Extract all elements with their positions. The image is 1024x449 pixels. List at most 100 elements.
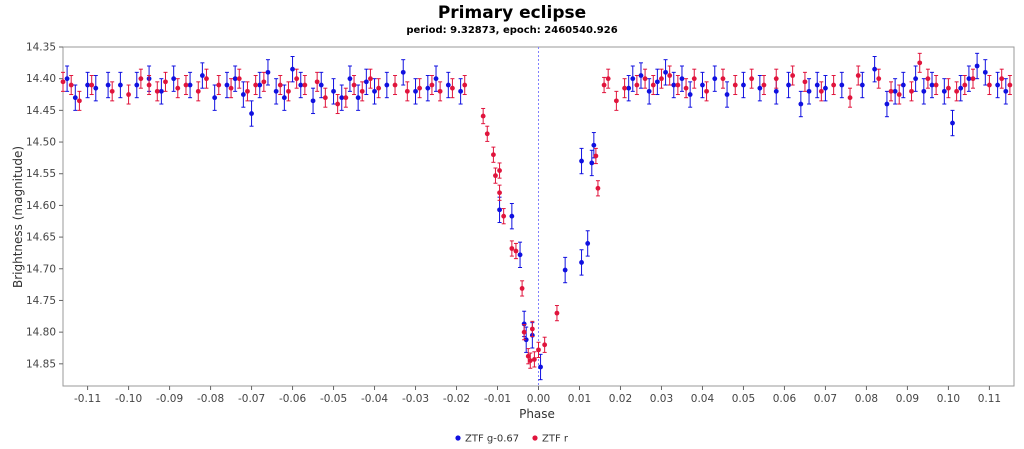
x-tick-label: -0.10 [115, 393, 142, 405]
point-marker [501, 213, 507, 219]
point-marker [995, 82, 1001, 88]
data-point [790, 65, 796, 86]
point-marker [704, 88, 709, 94]
data-point [400, 59, 406, 86]
point-marker [68, 82, 74, 88]
x-tick-label: 0.07 [814, 393, 837, 405]
data-point [517, 241, 523, 269]
point-marker [257, 82, 263, 88]
data-point [68, 75, 74, 96]
point-marker [224, 82, 230, 88]
data-point [683, 78, 689, 99]
point-marker [195, 88, 201, 94]
chart-subtitle: period: 9.32873, epoch: 2460540.926 [406, 25, 617, 36]
data-point [536, 341, 541, 358]
data-point [187, 71, 193, 99]
x-tick-label: -0.03 [402, 393, 429, 405]
x-tick-label: -0.08 [197, 393, 224, 405]
point-marker [896, 92, 902, 97]
x-tick-label: 0.00 [527, 393, 550, 405]
point-marker [970, 76, 976, 82]
point-marker [595, 185, 601, 191]
data-point [704, 81, 709, 102]
data-point [579, 147, 584, 175]
point-marker [368, 76, 373, 82]
data-point [654, 68, 660, 96]
point-marker [650, 82, 656, 88]
point-marker [497, 190, 502, 196]
data-point [527, 352, 533, 369]
data-point [450, 78, 455, 99]
data-point [281, 84, 287, 111]
y-tick-label: 14.45 [26, 105, 56, 117]
point-marker [171, 76, 177, 82]
point-marker [917, 60, 923, 66]
point-marker [855, 73, 861, 78]
point-marker [134, 82, 140, 88]
data-point [562, 256, 568, 284]
data-point [712, 65, 718, 92]
point-marker [445, 82, 451, 88]
point-marker [281, 95, 287, 101]
point-marker [593, 153, 599, 159]
legend-label: ZTF r [542, 434, 569, 445]
x-tick-label: 0.01 [568, 393, 591, 405]
point-marker [525, 353, 531, 359]
point-marker [659, 76, 664, 82]
point-marker [425, 85, 431, 91]
point-marker [671, 82, 677, 88]
data-point [261, 71, 267, 92]
point-marker [954, 88, 960, 94]
data-point [605, 68, 611, 89]
point-marker [392, 82, 398, 88]
data-point [542, 336, 548, 353]
data-point [109, 81, 115, 102]
point-marker [433, 76, 439, 82]
point-marker [527, 358, 533, 364]
point-marker [261, 79, 267, 85]
point-marker [413, 88, 418, 94]
point-marker [339, 95, 345, 101]
x-tick-label: 0.05 [732, 393, 755, 405]
data-point [322, 87, 328, 108]
data-point [384, 71, 390, 99]
chart-title: Primary eclipse [438, 3, 586, 23]
data-point [158, 78, 164, 105]
point-marker [363, 79, 369, 85]
point-marker [236, 76, 242, 82]
x-tick-label: 0.06 [773, 393, 797, 405]
data-point [343, 87, 349, 108]
data-point [642, 68, 648, 89]
point-marker [72, 95, 78, 101]
data-point [884, 90, 890, 118]
data-point [433, 65, 439, 92]
point-marker [204, 76, 209, 82]
point-marker [199, 73, 205, 78]
point-marker [554, 310, 560, 316]
point-marker [509, 246, 515, 251]
data-point [351, 75, 357, 96]
point-marker [532, 356, 537, 362]
data-point [171, 65, 177, 92]
data-point [204, 68, 209, 89]
data-point [950, 109, 955, 137]
data-point [896, 84, 902, 105]
legend: ZTF g-0.67 ZTF r [455, 434, 569, 445]
data-point [318, 71, 324, 99]
data-point [691, 68, 697, 89]
point-marker [542, 342, 548, 348]
x-tick-label: -0.01 [484, 393, 511, 405]
data-point [786, 71, 791, 99]
point-marker [712, 76, 718, 82]
data-point [310, 87, 316, 115]
point-marker [798, 101, 804, 107]
data-point [347, 65, 353, 92]
data-point [720, 68, 726, 89]
point-marker [579, 260, 584, 265]
data-point [974, 52, 980, 80]
x-axis: -0.11 -0.10 -0.09 -0.08 -0.07 -0.06 -0.05 -0.04… [74, 386, 1001, 405]
point-marker [458, 88, 464, 94]
data-point [298, 71, 304, 99]
point-marker [322, 95, 328, 101]
point-marker [314, 79, 320, 85]
